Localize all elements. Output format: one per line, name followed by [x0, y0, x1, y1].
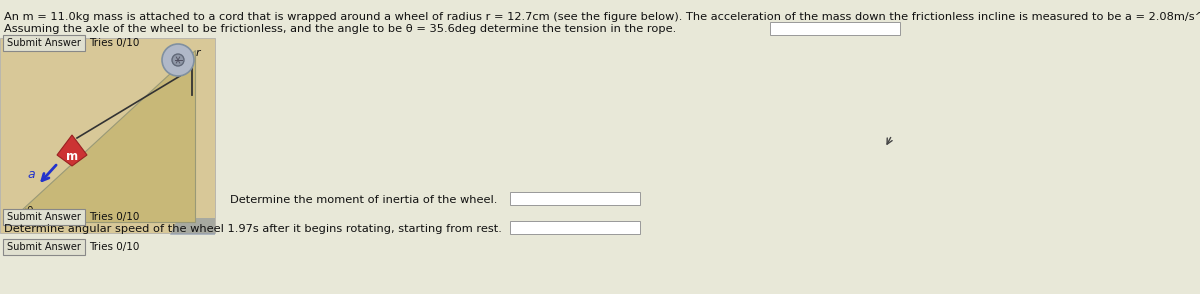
Text: Tries 0/10: Tries 0/10: [89, 38, 139, 48]
Text: Submit Answer: Submit Answer: [7, 242, 80, 252]
Text: Assuming the axle of the wheel to be frictionless, and the angle to be θ = 35.6d: Assuming the axle of the wheel to be fri…: [4, 24, 677, 34]
Polygon shape: [8, 50, 194, 222]
Text: θ: θ: [26, 206, 32, 216]
Bar: [510, 192, 640, 205]
FancyBboxPatch shape: [2, 35, 85, 51]
Circle shape: [162, 44, 194, 76]
Text: Tries 0/10: Tries 0/10: [89, 242, 139, 252]
Bar: [0, 38, 215, 233]
Text: Tries 0/10: Tries 0/10: [89, 212, 139, 222]
Text: Submit Answer: Submit Answer: [7, 38, 80, 48]
Text: An m = 11.0kg mass is attached to a cord that is wrapped around a wheel of radiu: An m = 11.0kg mass is attached to a cord…: [4, 12, 1200, 22]
Text: Determine angular speed of the wheel 1.97s after it begins rotating, starting fr: Determine angular speed of the wheel 1.9…: [4, 224, 502, 234]
Text: Submit Answer: Submit Answer: [7, 212, 80, 222]
Text: r: r: [196, 48, 200, 58]
FancyBboxPatch shape: [2, 209, 85, 225]
Text: Determine the moment of inertia of the wheel.: Determine the moment of inertia of the w…: [230, 195, 497, 205]
Text: a: a: [28, 168, 35, 181]
Circle shape: [172, 54, 184, 66]
Text: m: m: [66, 151, 78, 163]
Bar: [770, 22, 900, 35]
Bar: [510, 221, 640, 234]
FancyBboxPatch shape: [2, 239, 85, 255]
Polygon shape: [58, 135, 88, 166]
Polygon shape: [170, 218, 215, 235]
